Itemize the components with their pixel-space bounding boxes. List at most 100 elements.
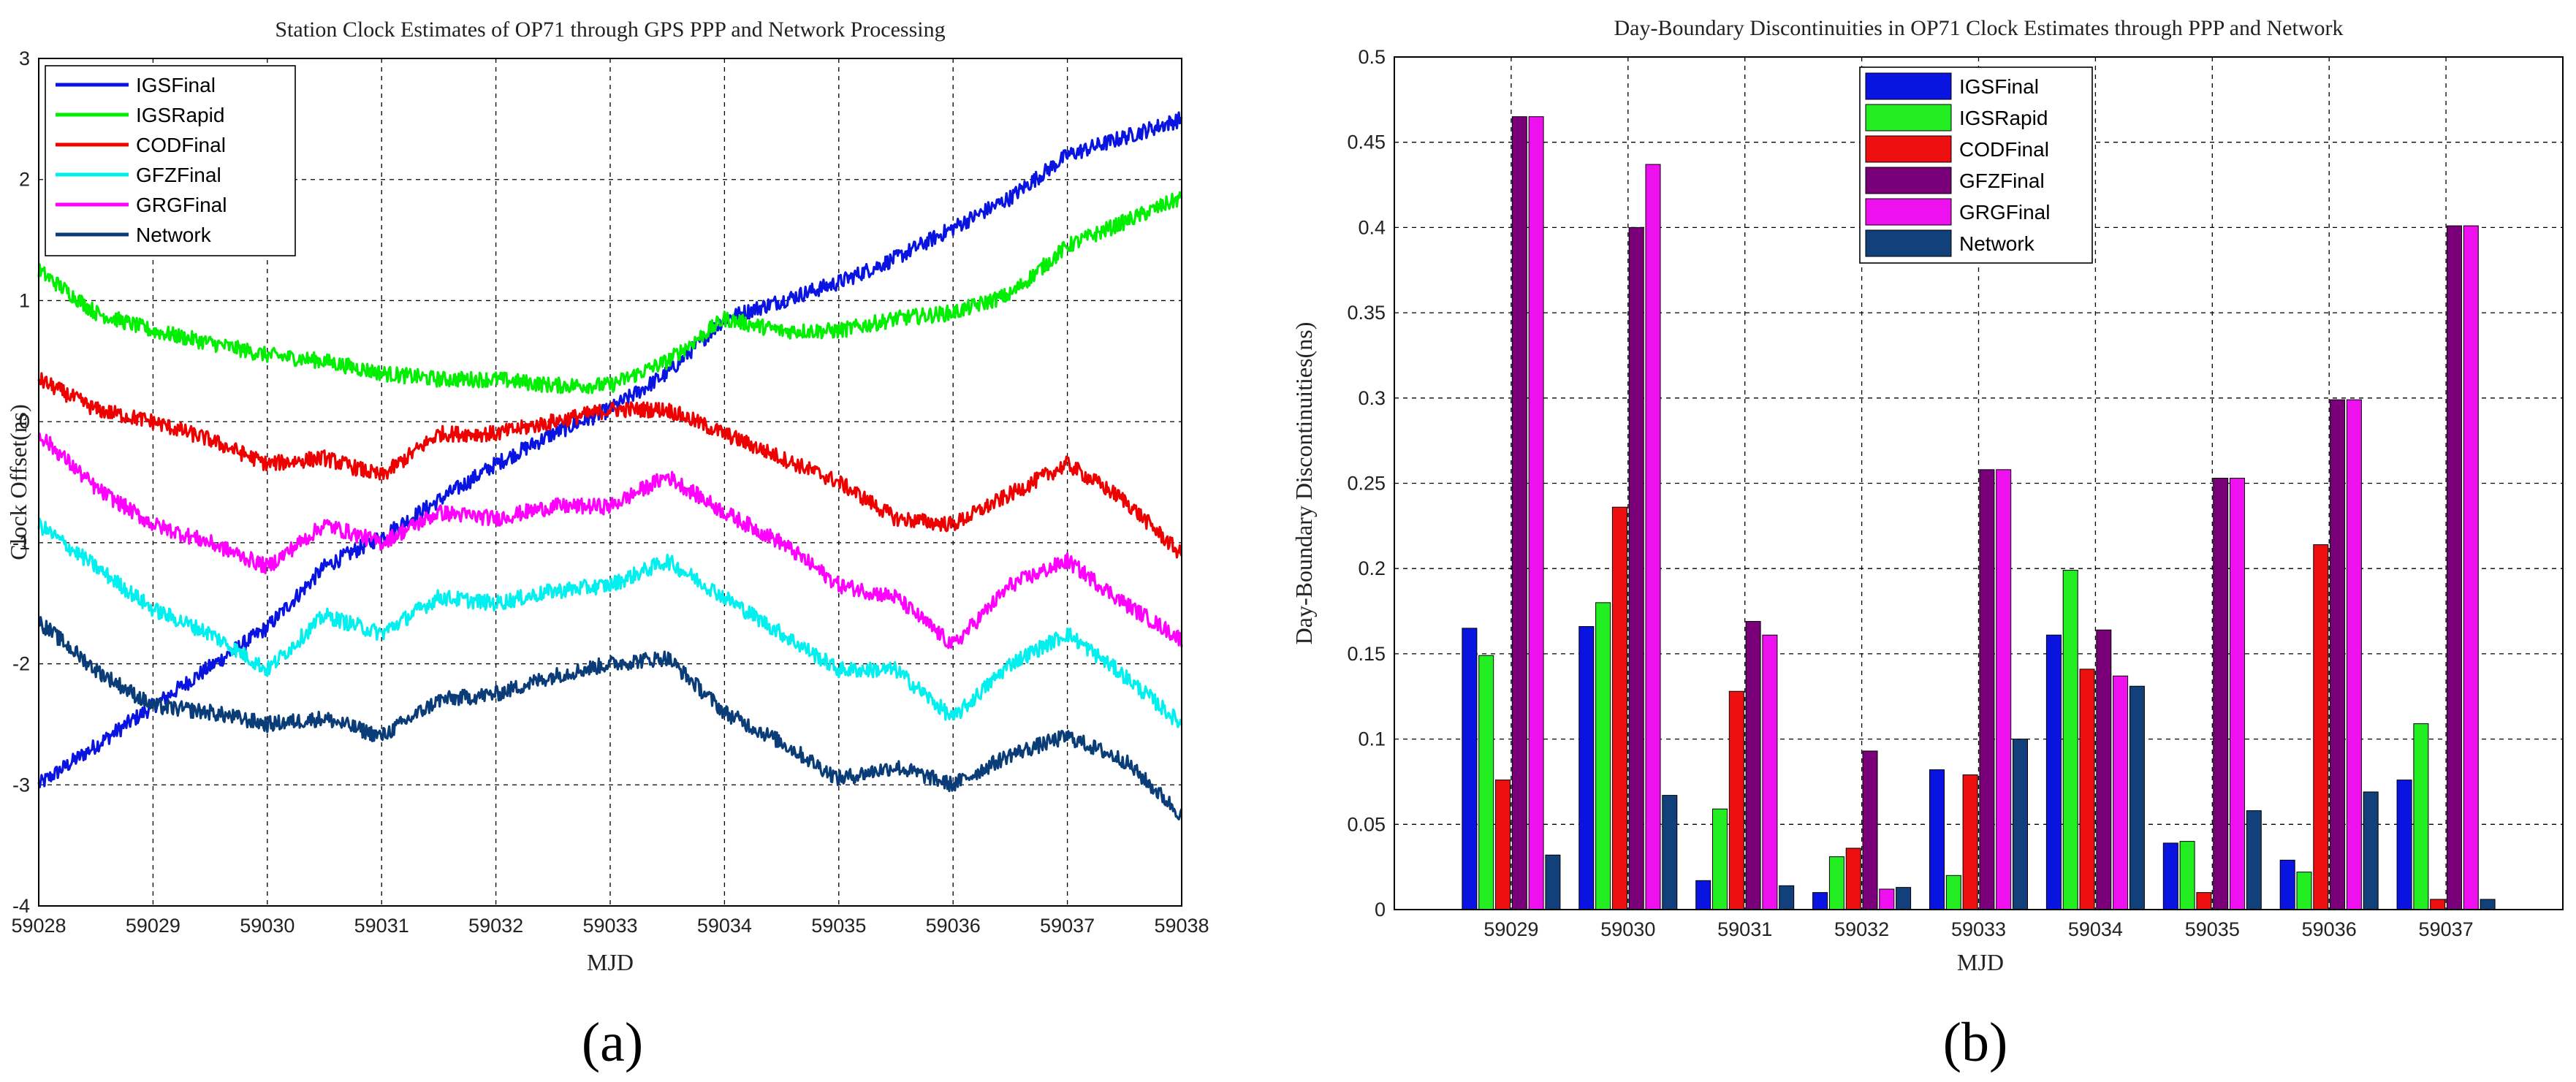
bar-grgfinal-59029 [1528, 116, 1544, 910]
chart-b-y-tick: 0.25 [1347, 473, 1386, 495]
bar-codfinal-59035 [2196, 892, 2212, 910]
bar-gfzfinal-59035 [2213, 477, 2229, 910]
caption-a: (a) [582, 1012, 643, 1073]
bar-codfinal-59032 [1845, 847, 1861, 910]
chart-b-x-tick: 59034 [2068, 918, 2123, 940]
series-line-grgfinal [37, 433, 1183, 649]
chart-b: Day-Boundary Discontinuities in OP71 Clo… [1291, 16, 2564, 975]
legend-label-grgfinal: GRGFinal [1959, 201, 2050, 224]
chart-a-y-tick: 0 [19, 411, 30, 433]
legend-label-grgfinal: GRGFinal [136, 194, 227, 216]
chart-a-legend-box [45, 65, 296, 256]
bar-grgfinal-59035 [2230, 477, 2245, 910]
bar-igsrapid-59030 [1595, 602, 1611, 910]
bar-grgfinal-59031 [1762, 634, 1778, 910]
bar-codfinal-59030 [1611, 506, 1627, 910]
bar-grgfinal-59036 [2346, 399, 2362, 910]
chart-b-y-tick: 0.3 [1358, 387, 1386, 409]
bar-grgfinal-59034 [2113, 675, 2129, 910]
chart-a-frame [38, 58, 1182, 907]
bar-codfinal-59037 [2430, 899, 2446, 910]
bar-gfzfinal-59032 [1862, 750, 1878, 910]
chart-b-y-tick: 0 [1375, 899, 1386, 921]
chart-b-x-tick: 59031 [1717, 918, 1772, 940]
bar-gfzfinal-59034 [2096, 629, 2112, 910]
chart-b-x-tick: 59033 [1951, 918, 2006, 940]
legend-label-igsfinal: IGSFinal [1959, 75, 2039, 98]
chart-a-y-tick: 3 [19, 47, 30, 69]
bar-network-59031 [1779, 885, 1795, 910]
series-line-network [38, 616, 1183, 820]
legend-swatch-igsfinal [1865, 72, 1952, 100]
legend-label-gfzfinal: GFZFinal [136, 164, 221, 186]
chart-a-y-tick: -1 [12, 532, 30, 554]
legend-swatch-gfzfinal [1865, 167, 1952, 194]
bar-codfinal-59033 [1962, 774, 1978, 910]
bar-gfzfinal-59031 [1745, 621, 1761, 910]
bar-igsfinal-59030 [1578, 626, 1595, 910]
caption-b: (b) [1943, 1012, 2008, 1073]
legend-swatch-igsrapid [1865, 104, 1952, 132]
chart-b-x-tick: 59030 [1600, 918, 1655, 940]
chart-a-x-tick: 59033 [582, 915, 637, 937]
chart-a-x-tick: 59028 [11, 915, 66, 937]
bar-network-59036 [2363, 791, 2379, 910]
chart-a-x-tick: 59029 [126, 915, 181, 937]
chart-b-ylabel: Day-Boundary Discontinuities(ns) [1291, 322, 1317, 645]
legend-label-network: Network [1959, 232, 2035, 255]
chart-a-xlabel: MJD [587, 949, 634, 975]
bar-codfinal-59034 [2079, 668, 2095, 910]
bar-network-59033 [2013, 739, 2028, 910]
bar-igsrapid-59037 [2413, 723, 2429, 910]
chart-a-x-tick: 59030 [240, 915, 295, 937]
chart-b-title: Day-Boundary Discontinuities in OP71 Clo… [1614, 16, 2344, 40]
chart-b-y-tick: 0.45 [1347, 132, 1386, 153]
chart-a-title: Station Clock Estimates of OP71 through … [275, 18, 945, 42]
bar-gfzfinal-59029 [1511, 116, 1527, 910]
bar-gfzfinal-59030 [1628, 226, 1644, 910]
chart-a-ticks: 59028 59029 59030 59031 59032 59033 59034 59035… [11, 47, 1209, 937]
bar-network-59029 [1545, 854, 1561, 910]
bar-igsfinal-59036 [2279, 859, 2295, 910]
bar-igsrapid-59031 [1712, 808, 1728, 910]
chart-b-bars [1462, 116, 2496, 910]
chart-b-y-tick: 0.05 [1347, 813, 1386, 835]
chart-a-x-tick: 59038 [1154, 915, 1209, 937]
bar-codfinal-59036 [2313, 544, 2329, 910]
bar-igsrapid-59035 [2179, 841, 2195, 910]
chart-b-y-tick: 0.4 [1358, 216, 1386, 238]
bar-network-59037 [2480, 899, 2496, 910]
chart-a-y-tick: -4 [12, 895, 30, 917]
bar-igsrapid-59032 [1828, 856, 1844, 910]
chart-a-x-tick: 59032 [468, 915, 523, 937]
chart-b-frame [1394, 56, 2564, 910]
chart-b-x-tick: 59036 [2302, 918, 2357, 940]
chart-b-x-tick: 59032 [1834, 918, 1889, 940]
legend-swatch-codfinal [1865, 135, 1952, 163]
bar-igsrapid-59029 [1478, 655, 1494, 910]
chart-b-y-tick: 0.1 [1358, 728, 1386, 750]
chart-b-y-tick: 0.35 [1347, 302, 1386, 324]
bar-network-59030 [1662, 795, 1678, 910]
chart-a-ylabel: Clock Offset(ns) [5, 404, 31, 560]
chart-b-y-tick: 0.5 [1358, 46, 1386, 68]
chart-b-y-tick: 0.15 [1347, 643, 1386, 665]
bar-igsrapid-59036 [2296, 872, 2312, 910]
chart-a-x-tick: 59037 [1040, 915, 1095, 937]
chart-a: Station Clock Estimates of OP71 through … [5, 18, 1209, 975]
chart-a-x-tick: 59036 [926, 915, 981, 937]
bar-network-59032 [1896, 887, 1912, 910]
chart-a-lines [37, 111, 1183, 820]
bar-gfzfinal-59036 [2330, 399, 2346, 910]
bar-network-59035 [2246, 810, 2262, 910]
chart-a-y-tick: -3 [12, 774, 30, 796]
bar-grgfinal-59037 [2463, 225, 2479, 910]
chart-a-y-tick: 2 [19, 169, 30, 191]
bar-gfzfinal-59037 [2447, 225, 2462, 910]
bar-igsfinal-59034 [2045, 634, 2062, 910]
chart-b-x-tick: 59037 [2419, 918, 2474, 940]
series-line-igsrapid [37, 191, 1183, 395]
bar-network-59034 [2129, 685, 2145, 910]
legend-label-codfinal: CODFinal [1959, 138, 2049, 161]
